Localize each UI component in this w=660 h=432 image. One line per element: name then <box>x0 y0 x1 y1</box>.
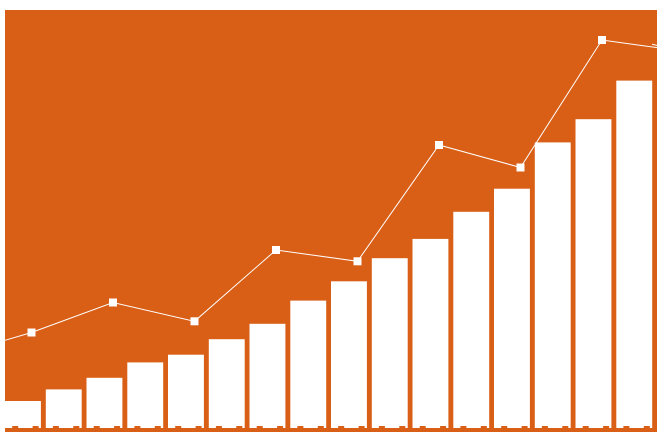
x-tick-32 <box>643 426 650 430</box>
x-tick-19 <box>378 426 385 430</box>
line-marker-2 <box>109 298 117 307</box>
x-tick-20 <box>399 426 406 430</box>
x-tick-21 <box>419 426 426 430</box>
x-tick-4 <box>73 426 80 430</box>
bar-series <box>5 80 653 428</box>
x-tick-9 <box>175 426 182 430</box>
x-tick-26 <box>521 426 528 430</box>
bar-2 <box>45 389 82 428</box>
x-tick-13 <box>256 426 263 430</box>
x-tick-25 <box>501 426 508 430</box>
x-tick-30 <box>603 426 610 430</box>
bar-12 <box>453 211 490 428</box>
x-tick-1 <box>12 426 19 430</box>
bar-13 <box>494 188 530 428</box>
x-tick-10 <box>195 426 202 430</box>
x-tick-18 <box>358 426 365 430</box>
bar-15 <box>575 119 612 428</box>
bar-1 <box>5 401 41 428</box>
bar-10 <box>371 258 408 428</box>
bar-7 <box>249 323 286 428</box>
x-tick-7 <box>134 426 141 430</box>
line-marker-3 <box>190 317 199 326</box>
x-tick-31 <box>623 426 630 430</box>
line-marker-4 <box>272 246 280 254</box>
bar-9 <box>331 281 367 428</box>
x-tick-24 <box>480 426 487 430</box>
bar-16 <box>616 80 653 428</box>
x-tick-8 <box>154 426 161 430</box>
bar-5 <box>168 354 204 428</box>
x-tick-16 <box>317 426 324 430</box>
line-marker-5 <box>353 257 362 266</box>
x-tick-12 <box>236 426 243 430</box>
x-tick-23 <box>460 426 467 430</box>
x-tick-27 <box>541 426 548 430</box>
x-tick-29 <box>582 426 589 430</box>
line-series <box>4 36 660 341</box>
x-tick-2 <box>32 426 39 430</box>
bar-8 <box>290 300 327 428</box>
x-tick-14 <box>277 426 284 430</box>
line-marker-7 <box>516 163 525 172</box>
bar-4 <box>127 362 164 428</box>
x-tick-17 <box>338 426 345 430</box>
bar-6 <box>208 339 245 428</box>
x-tick-15 <box>297 426 304 430</box>
bar-11 <box>412 238 449 428</box>
bar-3 <box>86 377 123 428</box>
x-tick-6 <box>114 426 121 430</box>
x-tick-11 <box>215 426 222 430</box>
bar-14 <box>534 142 571 428</box>
x-tick-3 <box>52 426 59 430</box>
x-axis-ticks <box>12 426 650 430</box>
line-marker-8 <box>598 36 606 44</box>
x-tick-5 <box>93 426 100 430</box>
x-tick-28 <box>562 426 569 430</box>
line-marker-6 <box>435 141 443 149</box>
x-tick-22 <box>440 426 447 430</box>
line-marker-1 <box>27 328 36 337</box>
